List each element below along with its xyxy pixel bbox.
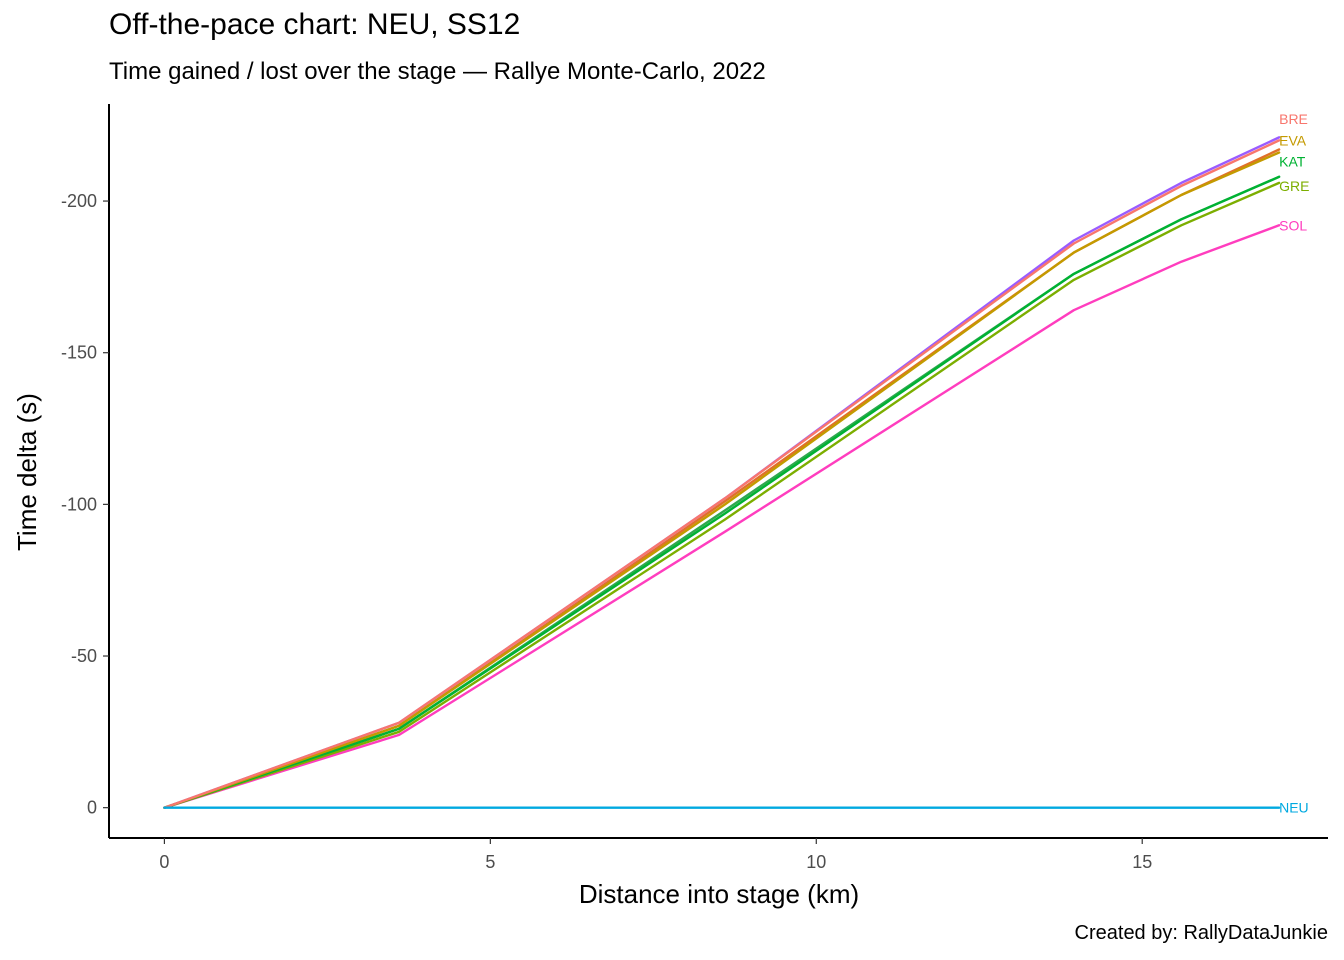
series-line-bre xyxy=(163,139,1281,809)
series-label-eva: EVA xyxy=(1279,132,1307,148)
y-tick-label: 0 xyxy=(87,798,97,818)
x-tick-label: 5 xyxy=(485,852,495,872)
y-axis-title: Time delta (s) xyxy=(12,393,42,551)
series-label-sol: SOL xyxy=(1279,217,1307,233)
series-line-unlabeled-7 xyxy=(163,148,1281,809)
series-label-kat: KAT xyxy=(1279,154,1306,170)
x-axis-title: Distance into stage (km) xyxy=(579,879,859,909)
series-line-gre xyxy=(163,181,1281,809)
series-label-neu: NEU xyxy=(1279,800,1309,816)
chart-caption: Created by: RallyDataJunkie xyxy=(1074,922,1328,944)
series-label-bre: BRE xyxy=(1279,111,1308,127)
y-tick-label: -50 xyxy=(71,646,97,666)
series-label-gre: GRE xyxy=(1279,178,1309,194)
series-line-unlabeled-6 xyxy=(163,136,1281,809)
y-tick-label: -100 xyxy=(61,494,97,514)
axes: 0 5 10 15 0 -50 -100 -150 -200 xyxy=(61,104,1328,872)
x-tick-label: 0 xyxy=(159,852,169,872)
y-tick-label: -200 xyxy=(61,191,97,211)
chart-subtitle: Time gained / lost over the stage — Rall… xyxy=(109,58,766,85)
series-line-kat xyxy=(163,175,1281,809)
series-labels: BRE EVA KAT GRE SOL NEU xyxy=(1279,111,1309,816)
series-line-sol xyxy=(163,224,1281,809)
series-line-unlabeled-8 xyxy=(163,175,1281,809)
x-tick-label: 15 xyxy=(1132,852,1152,872)
series-line-eva xyxy=(163,151,1281,809)
y-tick-label: -150 xyxy=(61,343,97,363)
x-tick-label: 10 xyxy=(806,852,826,872)
chart-title: Off-the-pace chart: NEU, SS12 xyxy=(109,8,521,41)
series-lines xyxy=(163,136,1281,809)
